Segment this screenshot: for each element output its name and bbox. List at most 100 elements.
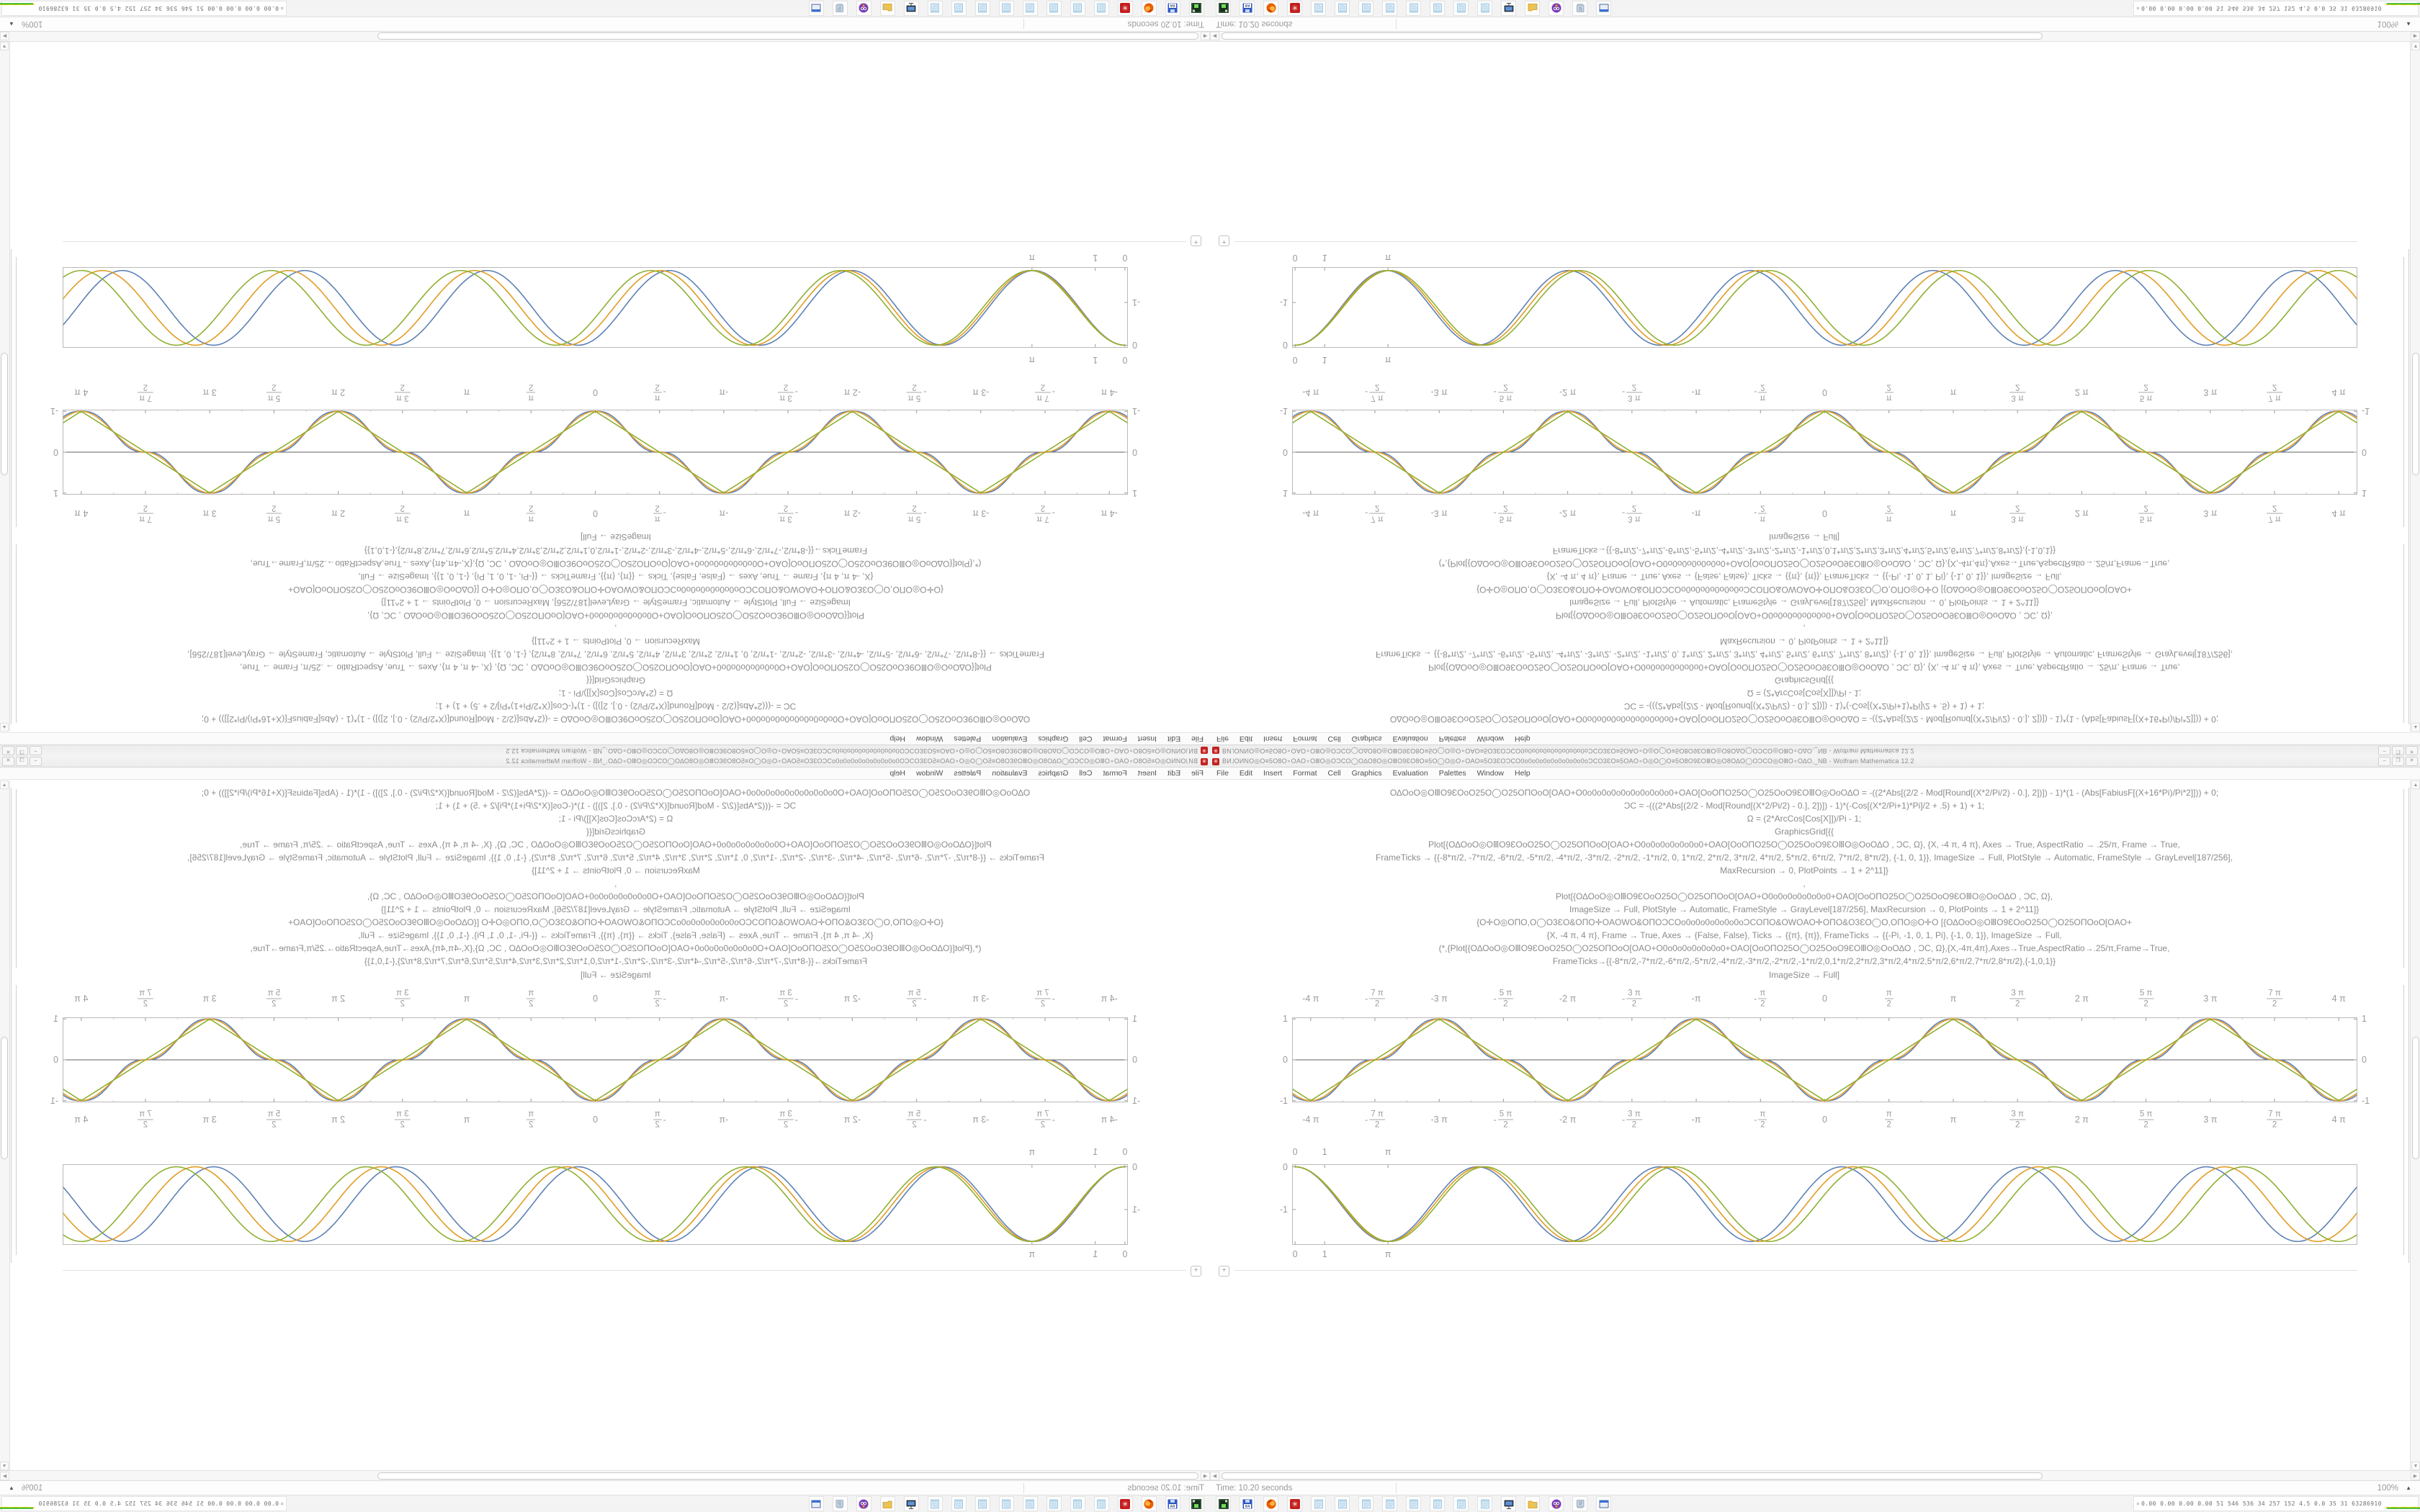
launcher-file-manager[interactable] — [1525, 1, 1540, 16]
launcher-purple-app[interactable] — [856, 1496, 871, 1511]
code-line[interactable]: FrameTicks→{{-8*π/2,-7*π/2,-6*π/2,-5*π/2… — [364, 546, 868, 556]
launcher-commodore-64-emulator[interactable]: 64 — [1165, 1, 1180, 16]
launcher-commodore-64-emulator[interactable]: 64 — [1165, 1496, 1180, 1511]
horizontal-scrollbar[interactable]: ◀ ▶ — [1210, 1470, 2420, 1480]
cell-bracket-code[interactable] — [16, 544, 19, 723]
cell-bracket-group[interactable] — [11, 788, 14, 1263]
launcher-notebook-document-4[interactable] — [1023, 1496, 1038, 1511]
code-line[interactable]: GraphicsGrid[{{ — [586, 675, 646, 685]
code-line[interactable]: Ω = (2*ArcCos[Cos[X]])/Pi - 1; — [558, 814, 673, 824]
menu-edit[interactable]: Edit — [1167, 769, 1181, 778]
scroll-up-arrow-icon[interactable]: ▲ — [2411, 780, 2420, 789]
menu-file[interactable]: File — [1216, 769, 1229, 778]
minimize-button[interactable]: – — [30, 746, 42, 755]
code-line[interactable]: (*,{Plot[{O∆OoO◎OⅢO9ƐOoO25O◯O25OΠOoO[OAO… — [1438, 943, 2170, 953]
code-line[interactable]: ƆC = -(((2*Abs[(2/2 - Mod[Round[(X*2/Pi/… — [435, 701, 797, 711]
launcher-wolfram-mathematica[interactable]: ✳ — [1287, 1496, 1302, 1511]
menu-format[interactable]: Format — [1103, 769, 1127, 778]
menu-format[interactable]: Format — [1293, 769, 1317, 778]
code-line[interactable]: {X, -4 π, 4 π}, Frame → True, Axes → {Fa… — [358, 930, 874, 940]
launcher-document-scroll[interactable] — [1572, 1496, 1587, 1511]
code-line[interactable]: O∆OoO◎OⅢO9ƐOoO25O◯O25OΠOoO[OAO+O0o0o0o0o… — [201, 714, 1031, 724]
restore-button[interactable]: ❐ — [16, 757, 28, 766]
minimize-button[interactable]: – — [2378, 757, 2390, 766]
menu-window[interactable]: Window — [915, 734, 944, 743]
menu-palettes[interactable]: Palettes — [954, 769, 982, 778]
code-line[interactable]: Ω = (2*ArcCos[Cos[X]])/Pi - 1; — [558, 688, 673, 698]
window-titlebar[interactable]: ✳ BИ˩OИNO◎O≡5O8O∘OAO∘OⅢO◎OƆCO◯O∆O8O◎OⅢO9… — [0, 744, 1210, 756]
window-titlebar[interactable]: ✳ BИ˩OИNO◎O≡5O8O∘OAO∘OⅢO◎OƆCO◯O∆O8O◎OⅢO9… — [1210, 756, 2420, 768]
menu-file[interactable]: File — [1191, 734, 1204, 743]
launcher-notebook-document-1[interactable] — [1311, 1, 1326, 16]
cell-bracket-code[interactable] — [2401, 789, 2404, 968]
code-line[interactable]: Plot[{O∆OoO◎OⅢO9ƐOoO25O◯O25OΠOoO[OAO+O0o… — [367, 891, 865, 901]
code-line-imagesize[interactable]: ImageSize → Full] — [1768, 532, 1840, 542]
launcher-notebook-document-4[interactable] — [1023, 1, 1038, 16]
launcher-notebook-document-6[interactable] — [1430, 1496, 1445, 1511]
launcher-notebook-document-2[interactable] — [1335, 1496, 1350, 1511]
code-line[interactable]: Plot[{O∆OoO◎OⅢO9ƐOoO25O◯O25OΠOoO[OAO+O0o… — [367, 611, 865, 621]
launcher-drive-utility[interactable] — [1189, 1496, 1204, 1511]
launcher-document-scroll[interactable] — [833, 1496, 848, 1511]
launcher-notebook-document-7[interactable] — [951, 1, 967, 16]
menu-help[interactable]: Help — [889, 734, 905, 743]
launcher-notebook-document-6[interactable] — [975, 1496, 990, 1511]
code-line-imagesize[interactable]: ImageSize → Full] — [580, 970, 652, 980]
launcher-commodore-64-emulator[interactable]: 64 — [1240, 1, 1255, 16]
launcher-firefox-browser[interactable] — [1142, 1496, 1157, 1511]
code-line[interactable]: FrameTicks→{{-8*π/2,-7*π/2,-6*π/2,-5*π/2… — [1552, 956, 2056, 966]
code-line[interactable]: , — [1803, 878, 1806, 888]
code-line-imagesize[interactable]: ImageSize → Full] — [1768, 970, 1840, 980]
zoom-menu-arrow-icon[interactable]: ▲ — [9, 1485, 14, 1491]
menu-cell[interactable]: Cell — [1327, 734, 1341, 743]
scroll-left-arrow-icon[interactable]: ◀ — [1201, 1472, 1210, 1480]
launcher-wolfram-mathematica[interactable]: ✳ — [1118, 1496, 1133, 1511]
code-line[interactable]: {X, -4 π, 4 π}, Frame → True, Axes → {Fa… — [1546, 930, 2062, 940]
launcher-notebook-document-5[interactable] — [1406, 1496, 1421, 1511]
menu-cell[interactable]: Cell — [1327, 769, 1341, 778]
menu-graphics[interactable]: Graphics — [1038, 734, 1069, 743]
launcher-notebook-document-8[interactable] — [928, 1496, 943, 1511]
launcher-notebook-document-7[interactable] — [1453, 1, 1469, 16]
cell-bracket-output[interactable] — [16, 257, 19, 527]
code-line[interactable]: Ω = (2*ArcCos[Cos[X]])/Pi - 1; — [1747, 814, 1862, 824]
vertical-scroll-thumb[interactable] — [1, 1037, 8, 1159]
monitor-collapse-icon[interactable]: » — [2134, 6, 2141, 10]
cell-bracket-output[interactable] — [2401, 985, 2404, 1255]
code-line[interactable]: {O✛O◎OΠO,O◯O3ƐO&OΠO✛OAOWO&OΠOƆCOo0o0o0o0… — [288, 585, 944, 595]
scroll-up-arrow-icon[interactable]: ▲ — [0, 723, 9, 732]
code-line[interactable]: MaxRecursion → 0, PlotPoints → 1 + 2^11]… — [1720, 636, 1888, 647]
launcher-file-manager[interactable] — [880, 1, 895, 16]
cell-bracket-output[interactable] — [2401, 257, 2404, 527]
horizontal-scroll-thumb[interactable] — [1222, 1472, 2043, 1480]
code-line[interactable]: {O✛O◎OΠO,O◯O3ƐO&OΠO✛OAOWO&OΠOƆCOo0o0o0o0… — [288, 917, 944, 927]
menu-edit[interactable]: Edit — [1239, 769, 1253, 778]
launcher-window-manager[interactable] — [809, 1496, 824, 1511]
code-line[interactable]: O∆OoO◎OⅢO9ƐOoO25O◯O25OΠOoO[OAO+O0o0o0o0o… — [1389, 714, 2219, 724]
close-button[interactable]: ✕ — [2406, 746, 2418, 755]
scroll-left-arrow-icon[interactable]: ◀ — [1210, 32, 1219, 40]
horizontal-scroll-thumb[interactable] — [377, 32, 1198, 40]
vertical-scrollbar[interactable]: ▲ ▼ — [0, 42, 10, 732]
code-line[interactable]: MaxRecursion → 0, PlotPoints → 1 + 2^11]… — [532, 636, 700, 647]
menu-graphics[interactable]: Graphics — [1038, 769, 1069, 778]
launcher-firefox-browser[interactable] — [1263, 1496, 1278, 1511]
scroll-right-arrow-icon[interactable]: ▶ — [0, 32, 9, 40]
launcher-notebook-document-3[interactable] — [1358, 1496, 1373, 1511]
launcher-screen-viewer[interactable] — [1501, 1496, 1516, 1511]
zoom-level[interactable]: 100% — [2377, 19, 2398, 29]
window-titlebar[interactable]: ✳ BИ˩OИNO◎O≡5O8O∘OAO∘OⅢO◎OƆCO◯O∆O8O◎OⅢO9… — [1210, 744, 2420, 756]
zoom-menu-arrow-icon[interactable]: ▲ — [2406, 1485, 2411, 1491]
launcher-document-scroll[interactable] — [1572, 1, 1587, 16]
menu-help[interactable]: Help — [889, 769, 905, 778]
code-line[interactable]: ImageSize → Full, PlotStyle → Automatic,… — [380, 598, 851, 608]
code-line[interactable]: FrameTicks → {{-8*π/2, -7*π/2, -6*π/2, -… — [1376, 649, 2233, 660]
code-line[interactable]: (*,{Plot[{O∆OoO◎OⅢO9ƐOoO25O◯O25OΠOoO[OAO… — [250, 559, 982, 569]
code-line[interactable]: Plot[{O∆OoO◎OⅢO9ƐOoO25O◯O25OΠOoO[OAO+O0o… — [1555, 611, 2053, 621]
menu-graphics[interactable]: Graphics — [1351, 769, 1382, 778]
code-line[interactable]: Plot[{O∆OoO◎OⅢO9ƐOoO25O◯O25OΠOoO[OAO+O0o… — [1555, 891, 2053, 901]
close-button[interactable]: ✕ — [2406, 757, 2418, 766]
menu-window[interactable]: Window — [1476, 769, 1505, 778]
code-line[interactable]: Plot[{O∆OoO◎OⅢO9ƐOoO25O◯O25OΠOoO[OAO+O0o… — [240, 840, 992, 850]
code-line[interactable]: FrameTicks → {{-8*π/2, -7*π/2, -6*π/2, -… — [187, 852, 1044, 863]
